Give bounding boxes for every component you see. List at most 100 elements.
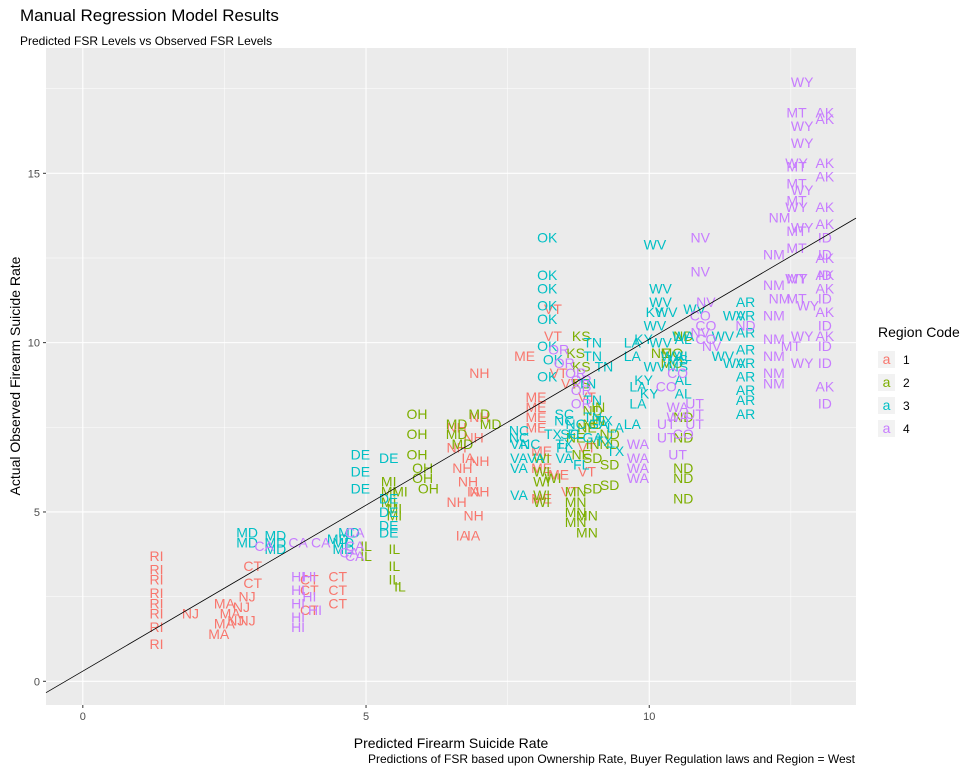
data-point-label: NC (565, 416, 585, 432)
data-point-label: CO (667, 365, 688, 381)
data-point-label: CT (328, 595, 347, 611)
data-point-label: VA (510, 450, 528, 466)
data-point-label: WI (533, 450, 550, 466)
y-tick-label: 0 (34, 676, 40, 688)
data-point-label: TN (583, 335, 602, 351)
chart-subtitle: Predicted FSR Levels vs Observed FSR Lev… (20, 34, 273, 48)
data-point-label: HI (308, 602, 322, 618)
data-point-label: WA (667, 399, 690, 415)
data-point-label: VT (544, 301, 562, 317)
data-point-label: RI (149, 595, 163, 611)
data-point-label: CT (328, 568, 347, 584)
data-point-label: RI (149, 585, 163, 601)
x-tick-label: 5 (363, 711, 369, 723)
data-point-label: SC (560, 426, 579, 442)
data-point-label: AK (816, 216, 835, 232)
data-point-label: MI (387, 507, 403, 523)
data-point-label: WV (712, 348, 735, 364)
data-point-label: CT (300, 582, 319, 598)
data-point-label: WY (791, 135, 814, 151)
data-point-label: WY (791, 74, 814, 90)
regression-line (45, 217, 857, 694)
data-point-label: DE (379, 504, 398, 520)
x-tick-label: 0 (80, 711, 86, 723)
data-point-label: WA (672, 328, 695, 344)
data-point-label: HI (291, 595, 305, 611)
data-point-label: CT (300, 572, 319, 588)
data-point-label: MI (381, 473, 397, 489)
data-point-label: WV (655, 304, 678, 320)
data-point-label: AK (816, 379, 835, 395)
data-point-label: WV (712, 328, 735, 344)
data-point-label: ND (673, 328, 693, 344)
data-point-label: WV (649, 335, 672, 351)
data-point-label: WY (785, 270, 808, 286)
regression-line-path (45, 217, 857, 694)
data-point-label: LA (629, 379, 647, 395)
data-point-label: AK (816, 250, 835, 266)
data-point-label: KS (566, 345, 585, 361)
data-point-label: WA (627, 436, 650, 452)
data-point-label: WY (785, 199, 808, 215)
data-point-label: NC (509, 423, 529, 439)
data-point-label: MD (236, 524, 258, 540)
data-point-label: MO (661, 355, 684, 371)
data-point-label: CA (345, 538, 365, 554)
data-point-label: WI (533, 487, 550, 503)
data-point-label: OK (537, 267, 558, 283)
data-point-label: OR (565, 365, 586, 381)
legend-key: a (878, 397, 895, 414)
data-point-label: OK (537, 230, 558, 246)
legend: Region Code a 1 a 2 a 3 a 4 (878, 324, 960, 440)
data-point-label: CT (328, 582, 347, 598)
data-point-label: NE (566, 429, 585, 445)
x-axis-label: Predicted Firearm Suicide Rate (354, 735, 549, 751)
y-tick-label: 10 (28, 338, 40, 350)
data-point-label: IN (591, 399, 605, 415)
data-point-label: OH (412, 470, 433, 486)
data-point-label: RI (149, 572, 163, 588)
data-point-label: VT (578, 389, 596, 405)
data-point-label: ID (818, 291, 832, 307)
data-point-label: DE (351, 446, 370, 462)
data-point-label: WI (533, 494, 550, 510)
data-point-label: MD (446, 416, 468, 432)
data-point-label: RI (149, 562, 163, 578)
data-point-label: NH (469, 453, 489, 469)
data-point-label: OK (537, 338, 558, 354)
data-point-label: FL (556, 440, 573, 456)
data-point-label: WV (723, 308, 746, 324)
data-point-label: WA (667, 409, 690, 425)
data-point-label: MD (332, 541, 354, 557)
data-point-label: WV (644, 358, 667, 374)
data-point-label: MN (565, 484, 587, 500)
data-point-label: MD (480, 416, 502, 432)
data-point-label: NH (447, 494, 467, 510)
data-point-label: LA (624, 416, 642, 432)
data-point-label: WV (683, 301, 706, 317)
data-point-label: AR (736, 355, 755, 371)
data-point-label: WY (791, 182, 814, 198)
y-axis-label: Actual Observed Firearm Suicide Rate (7, 256, 23, 495)
data-point-label: HI (291, 582, 305, 598)
data-point-label: HI (291, 609, 305, 625)
data-point-label: ID (818, 338, 832, 354)
data-point-label: TN (583, 392, 602, 408)
y-tick-label: 15 (28, 168, 40, 180)
data-point-label: NJ (239, 612, 256, 628)
data-point-label: MT (786, 175, 807, 191)
legend-item-4: a 4 (878, 417, 960, 440)
data-point-label: UT (685, 406, 704, 422)
data-point-label: RI (149, 619, 163, 635)
data-point-label: AR (736, 294, 755, 310)
legend-title: Region Code (878, 324, 960, 340)
data-point-label: WV (644, 236, 667, 252)
grid-lines (46, 48, 856, 705)
data-point-label: IL (360, 548, 372, 564)
y-tick-label: 5 (34, 507, 40, 519)
data-point-label: ID (818, 247, 832, 263)
data-point-label: TX (544, 426, 563, 442)
data-point-label: SC (555, 406, 574, 422)
legend-item-3: a 3 (878, 394, 960, 417)
data-point-label: ND (673, 490, 693, 506)
